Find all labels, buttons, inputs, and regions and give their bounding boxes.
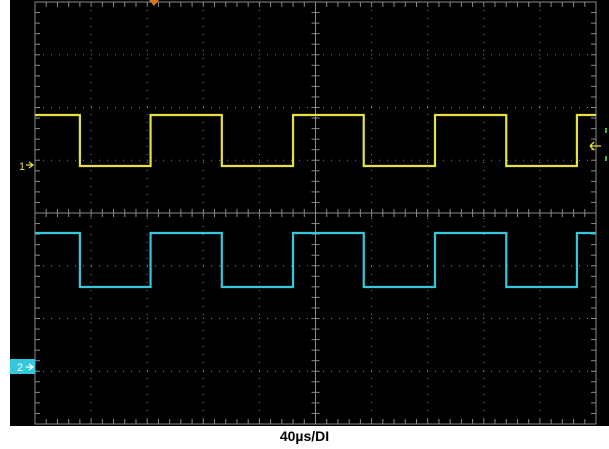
channel-1-marker-label: 1 [19,161,25,173]
right-edge-indicator [605,156,607,161]
markers: 12 [10,0,607,374]
channel-2-trace-group [35,231,596,289]
channel-1-trace-group [35,113,596,168]
channel-2-marker-box [10,359,35,374]
channel-2-trace [35,231,596,289]
channel-2-marker-label: 2 [17,362,23,374]
trigger-level-left-arrow-icon [589,141,601,151]
right-edge-indicator [605,128,607,133]
channel-1-trace [35,113,596,168]
trigger-position-icon [149,0,159,6]
graticule [34,1,597,425]
timebase-label: 40µs/DI [279,428,330,444]
channel-2-ground-arrow-icon [26,363,35,371]
scope-display: 12 [10,0,607,425]
channel-1-ground-arrow-icon [26,161,35,169]
